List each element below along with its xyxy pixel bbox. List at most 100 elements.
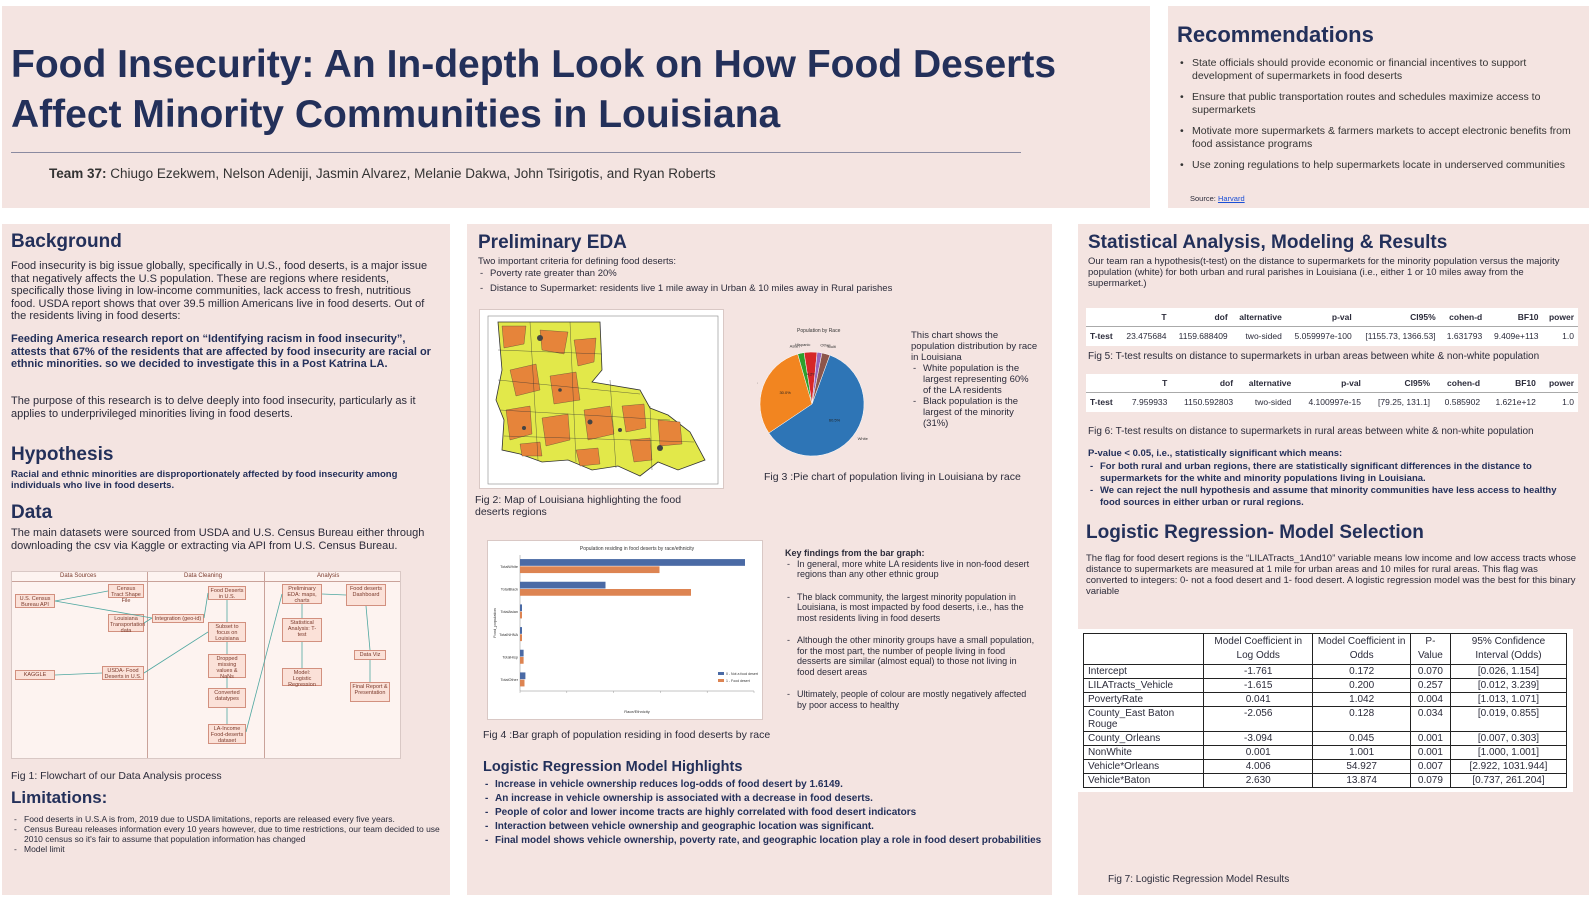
bar-category-label: TotalNHNA: [499, 633, 518, 637]
source-label: Source:: [1190, 194, 1216, 203]
bar-category-label: TotalWhite: [500, 565, 518, 569]
lr-cell: 0.001: [1409, 745, 1451, 760]
pie-description: This chart shows the population distribu…: [911, 330, 1039, 429]
title-panel: Food Insecurity: An In-depth Look on How…: [2, 6, 1150, 208]
key-findings: Key findings from the bar graph: In gene…: [785, 548, 1035, 710]
lr-cell: 0.041: [1202, 692, 1314, 707]
right-column-panel: Statistical Analysis, Modeling & Results…: [1078, 224, 1589, 895]
lr-cell: [1.000, 1.001]: [1449, 745, 1568, 760]
table-row: NonWhite 0.001 1.001 0.001 [1.000, 1.001…: [1083, 745, 1568, 760]
hypothesis-text: Racial and ethnic minorities are disprop…: [11, 469, 398, 491]
lr-cell: [0.007, 0.303]: [1449, 731, 1568, 746]
bar-x-axis-label: Race/Ethnicity: [624, 709, 650, 714]
bar: [520, 581, 606, 589]
findings-heading: Key findings from the bar graph:: [785, 548, 925, 558]
table-row: PovertyRate 0.041 1.042 0.004 [1.013, 1.…: [1083, 692, 1568, 707]
lr-cell: 0.079: [1409, 773, 1451, 788]
ttest-cell: 5.059997e-100: [1285, 326, 1356, 345]
pie-category-label: Multi: [828, 344, 837, 349]
background-heading: Background: [11, 231, 122, 252]
ttest-header: BF10: [1517, 312, 1539, 322]
bar-title: Population residing in food deserts by r…: [580, 546, 695, 552]
lr-cell: [0.026, 1.154]: [1449, 664, 1568, 679]
pie-point: Black population is the largest of the m…: [911, 396, 1039, 429]
ttest-header: CI95%: [1404, 378, 1431, 388]
ttest-header: power: [1548, 378, 1574, 388]
bar-category-label: TotalOther: [500, 678, 518, 682]
lr-cell: [2.922, 1031.944]: [1449, 759, 1568, 774]
lr-cell: LILATracts_Vehicle: [1083, 678, 1204, 693]
ttest-header: cohen-d: [1447, 378, 1481, 388]
lr-cell: County_Orleans: [1083, 731, 1204, 746]
lr-cell: [1.013, 1.071]: [1449, 692, 1568, 707]
ttest-cell: two-sided: [1237, 392, 1296, 411]
bar: [520, 566, 660, 574]
pie-data-label: 30.0%: [779, 390, 791, 395]
pie-category-label: Other: [820, 343, 831, 348]
findings-list: In general, more white LA residents live…: [785, 559, 1035, 711]
lr-cell: [0.019, 0.855]: [1449, 706, 1568, 732]
ttest-header: dof: [1214, 312, 1228, 322]
legend-swatch: [718, 672, 724, 675]
ttest-cell: T-test: [1086, 326, 1119, 345]
ttest-rural-table: T dof alternative p-val CI95% cohen-d BF…: [1086, 374, 1578, 412]
bar-category-label: TotalAsian: [500, 610, 518, 614]
pie-chart: 60.5% White 30.0% Black Asian 4.2% Hispanic Oth…: [757, 342, 869, 457]
source-link[interactable]: Harvard: [1217, 194, 1245, 203]
lr-cell: 0.007: [1409, 759, 1451, 774]
ttest-header: T: [1162, 378, 1168, 388]
lr-cell: [0.737, 261.204]: [1449, 773, 1568, 788]
highlight-item: Final model shows vehicle ownership, pov…: [483, 834, 1043, 848]
ttest-urban-table: T dof alternative p-val CI95% cohen-d BF…: [1086, 308, 1578, 346]
pie-point: White population is the largest represen…: [911, 363, 1039, 396]
limitations-list: Food deserts in U.S.A is from, 2019 due …: [12, 814, 440, 854]
title-line-2: Affect Minority Communities in Louisiana: [11, 93, 781, 136]
flow-box: Integration (geo-id): [152, 614, 204, 623]
ttest-header: [1086, 374, 1121, 393]
bar: [520, 589, 691, 596]
ttest-cell: [1155.73, 1366.53]: [1355, 326, 1440, 345]
highlight-item: An increase in vehicle ownership is asso…: [483, 792, 1043, 806]
pie-chart-figure: Population by Race 60.5% White 30.0% Black A…: [757, 328, 897, 468]
flow-box: Data Viz: [354, 650, 386, 660]
limitations-heading: Limitations:: [11, 788, 108, 807]
legend-label: 1 - Food desert: [726, 679, 750, 683]
left-column-panel: Background Food insecurity is big issue …: [2, 224, 450, 895]
lr-header: P-Value: [1409, 633, 1451, 665]
ttest-cell: T-test: [1086, 392, 1122, 411]
table-row: Vehicle*Baton 2.630 13.874 0.079 [0.737,…: [1083, 773, 1568, 788]
ttest-header: CI95%: [1410, 312, 1436, 322]
fig7-caption: Fig 7: Logistic Regression Model Results: [1108, 874, 1290, 885]
ttest-cell: 1.631793: [1439, 326, 1487, 345]
finding-item: Although the other minority groups have …: [785, 635, 1035, 677]
ttest-cell: 1150.592803: [1171, 392, 1238, 411]
bar-legend: 0 - Not a food desert 1 - Food desert: [718, 672, 758, 683]
lr-cell: [0.012, 3.239]: [1449, 678, 1568, 693]
recommendations-list: State officials should provide economic …: [1178, 57, 1578, 177]
ttest-cell: 1.621e+12: [1484, 392, 1540, 411]
lr-cell: Intercept: [1083, 664, 1204, 679]
flow-box: Preliminary EDA: maps, charts: [282, 584, 322, 604]
ttest-cell: 0.585902: [1434, 392, 1485, 411]
ttest-cell: two-sided: [1231, 326, 1286, 345]
recommendation-item: Use zoning regulations to help supermark…: [1178, 159, 1578, 172]
flow-box: Final Report & Presentation: [350, 682, 390, 702]
ttest-header: BF10: [1515, 378, 1536, 388]
lr-cell: NonWhite: [1083, 745, 1204, 760]
louisiana-map-figure: [479, 309, 724, 489]
bar: [520, 559, 745, 566]
eda-criteria: Poverty rate greater than 20% Distance t…: [478, 268, 1038, 294]
bar: [520, 627, 522, 634]
data-text: The main datasets were sourced from USDA…: [11, 527, 425, 552]
eda-criterion: Distance to Supermarket: residents live …: [478, 283, 1038, 294]
ttest-header: p-val: [1331, 312, 1352, 322]
pie-slice: [811, 352, 831, 405]
fig5-caption: Fig 5: T-test results on distance to sup…: [1088, 351, 1540, 362]
limitation-item: Model limit: [12, 844, 440, 854]
flow-box: Subset to focus on Louisiana: [208, 622, 246, 642]
flow-box: Converted datatypes: [208, 688, 246, 708]
middle-column-panel: Preliminary EDA Two important criteria f…: [467, 224, 1052, 895]
model-selection-heading: Logistic Regression- Model Selection: [1086, 522, 1424, 543]
ttest-cell: 1.0: [1539, 392, 1578, 411]
background-para-1: Food insecurity is big issue globally, s…: [11, 260, 428, 322]
